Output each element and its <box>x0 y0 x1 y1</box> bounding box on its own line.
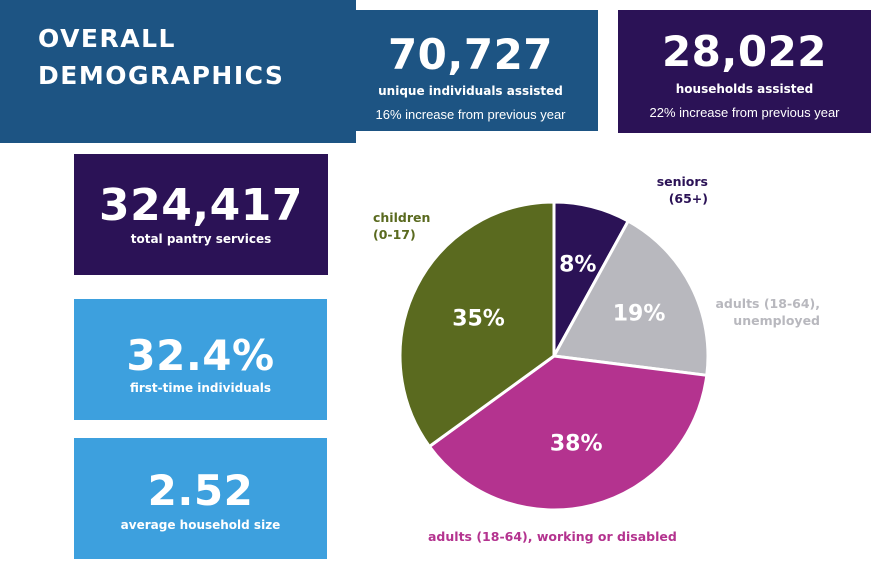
first-time-value: 32.4% <box>126 331 275 380</box>
household-size-label: average household size <box>120 518 281 532</box>
children-label-line-1: children <box>373 210 431 225</box>
pantry-label: total pantry services <box>130 232 272 246</box>
pantry-value: 324,417 <box>99 180 303 231</box>
seniors-label-line-2: (65+) <box>668 191 708 206</box>
pie-slice-children <box>398 200 556 449</box>
household-size-value: 2.52 <box>147 466 254 515</box>
seniors-label: seniors (65+) <box>616 173 708 207</box>
pie-pct-label-unemployed: 19% <box>613 302 666 327</box>
first-time-label: first-time individuals <box>129 381 272 395</box>
demographics-pie-chart: 8% 19% 38% 35% seniors (65+) adults (18-64)… <box>340 150 880 570</box>
pie-pct-label-seniors: 8% <box>559 253 596 278</box>
children-label: children (0-17) <box>373 209 463 243</box>
title-line-2: DEMOGRAPHICS <box>38 61 285 90</box>
individuals-stat-card: 70,727 unique individuals assisted 16% i… <box>343 10 598 131</box>
household-size-stat-card: 2.52 average household size <box>74 438 327 559</box>
working-label: adults (18-64), working or disabled <box>428 528 688 545</box>
pie-pct-label-children: 35% <box>452 307 505 332</box>
individuals-change: 16% increase from previous year <box>375 107 566 123</box>
pie-chart-svg: 8% 19% 38% 35% <box>398 200 710 512</box>
individuals-label: unique individuals assisted <box>378 84 563 98</box>
pantry-stat-card: 324,417 total pantry services <box>74 154 328 275</box>
households-label: households assisted <box>675 82 814 96</box>
seniors-label-line-1: seniors <box>656 174 708 189</box>
title-line-1: OVERALL <box>38 24 176 53</box>
first-time-stat-card: 32.4% first-time individuals <box>74 299 327 420</box>
pie-slice-unemployed <box>552 219 710 377</box>
unemployed-label: adults (18-64), unemployed <box>700 295 821 329</box>
households-change: 22% increase from previous year <box>649 105 840 121</box>
pie-pct-label-working: 38% <box>550 432 603 457</box>
unemployed-label-line-1: adults (18-64), <box>715 296 821 311</box>
children-label-line-2: (0-17) <box>373 227 416 242</box>
working-label-line-1: adults (18-64), working or disabled <box>428 529 677 544</box>
households-stat-card: 28,022 households assisted 22% increase … <box>618 10 871 133</box>
unemployed-label-line-2: unemployed <box>733 313 820 328</box>
households-value: 28,022 <box>661 27 828 76</box>
pie-slice-working <box>427 354 709 512</box>
individuals-value: 70,727 <box>387 30 554 79</box>
